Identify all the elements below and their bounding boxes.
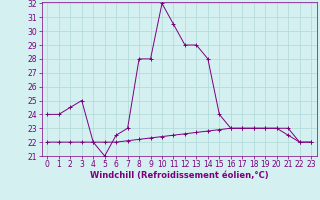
X-axis label: Windchill (Refroidissement éolien,°C): Windchill (Refroidissement éolien,°C) [90, 171, 268, 180]
